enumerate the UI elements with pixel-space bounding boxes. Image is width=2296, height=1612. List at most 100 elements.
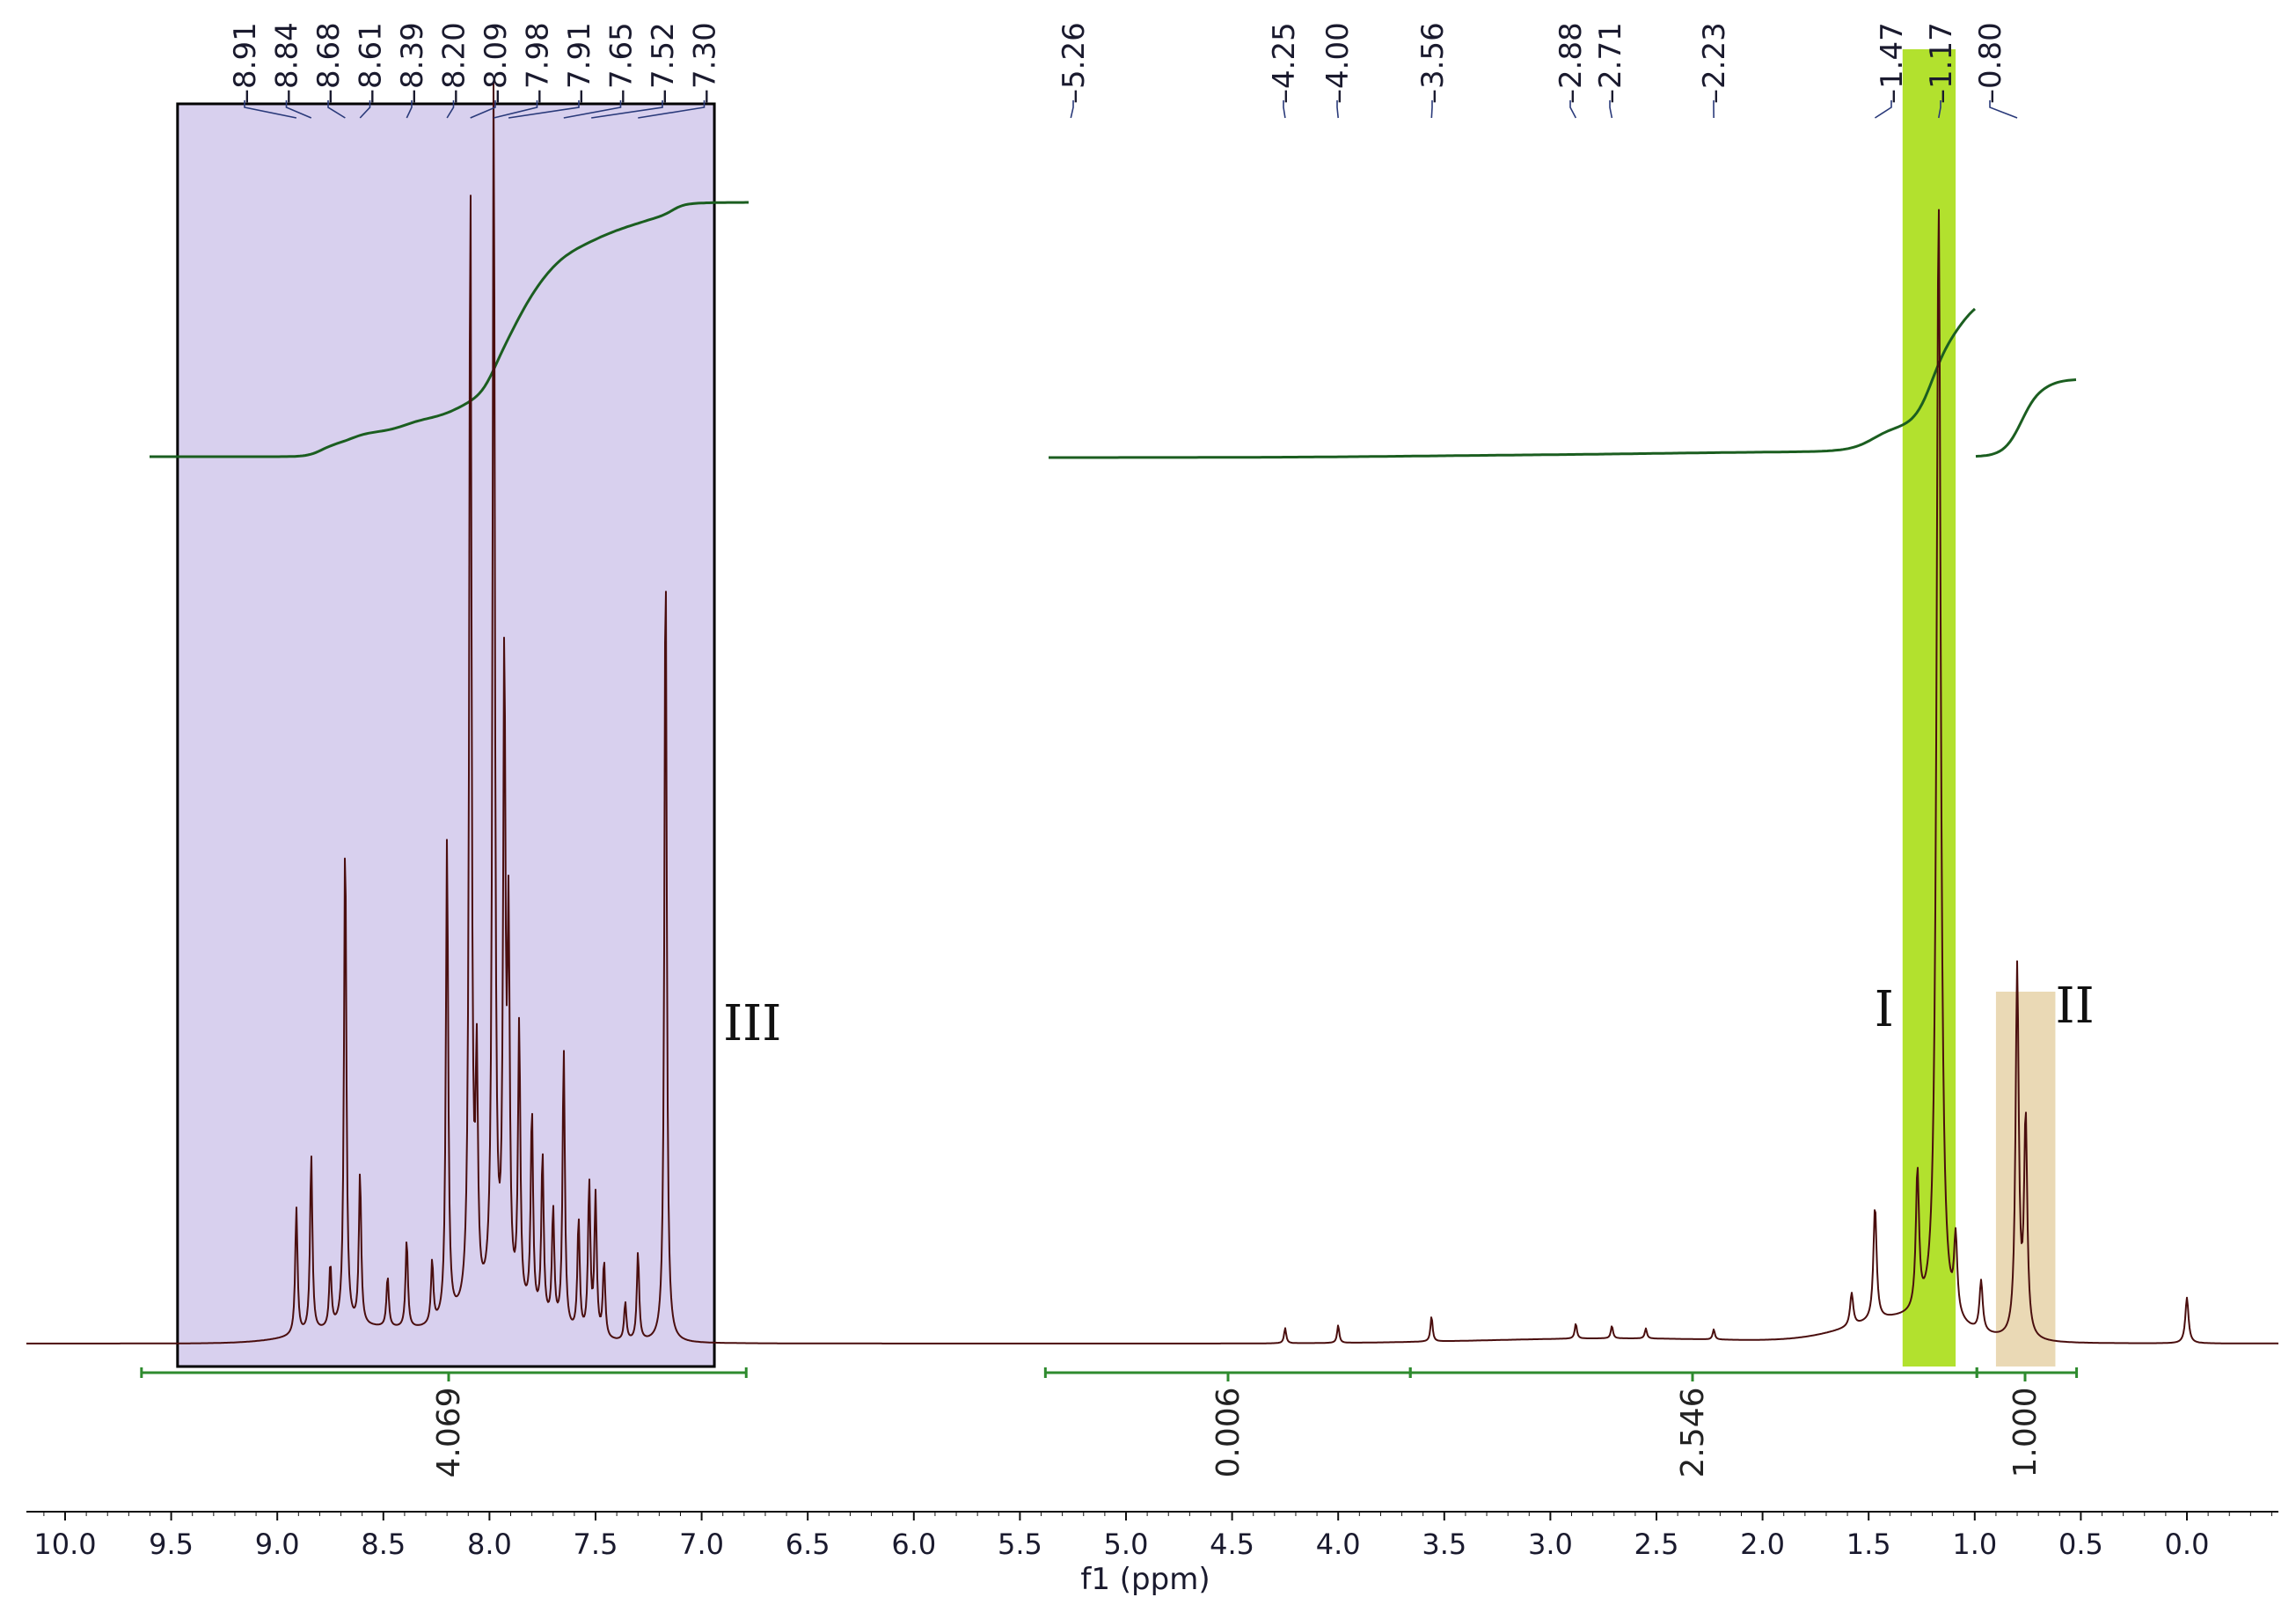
peak-label-connector [1430, 100, 1433, 119]
integral-bar-0: 4.069 [140, 1367, 748, 1478]
highlight-regions: III I II [176, 49, 2095, 1368]
region-iii-label: III [723, 995, 781, 1052]
peak-label-text: –2.23 [1697, 22, 1732, 104]
x-axis-tick-label: 6.5 [786, 1528, 830, 1561]
peak-label-3-56: –3.56 [1415, 22, 1451, 119]
peak-label-text: –7.91 [562, 22, 597, 104]
peak-labels: –8.91 –8.84 –8.68 –8.61 –8.39 –8.20 –8.09 –7.98… [228, 22, 2018, 119]
peak-label-connector [1569, 100, 1577, 119]
peak-label-7-98: –7.98 [494, 22, 556, 119]
peak-label-connector [1283, 100, 1286, 119]
peak-label-connector [446, 100, 455, 119]
peak-label-connector [508, 100, 580, 119]
peak-label-connector [1938, 100, 1941, 119]
peak-label-2-71: –2.71 [1593, 22, 1628, 119]
region-ii-label: II [2055, 978, 2094, 1035]
x-axis-tick-label: 6.0 [891, 1528, 936, 1561]
peak-label-text: –1.17 [1924, 22, 1959, 104]
region-ii-box [1995, 992, 2056, 1367]
x-axis-tick-label: 8.5 [361, 1528, 406, 1561]
x-axis-tick-label: 0.0 [2165, 1528, 2210, 1561]
peak-label-text: –3.56 [1415, 22, 1451, 104]
peak-label-text: –8.09 [479, 22, 514, 104]
peak-label-text: –1.47 [1875, 22, 1910, 104]
x-axis-tick-label: 5.5 [998, 1528, 1042, 1561]
peak-label-text: –2.88 [1554, 22, 1589, 104]
x-axis-tick-label: 1.5 [1846, 1528, 1891, 1561]
peak-label-7-52: –7.52 [591, 22, 681, 119]
peak-label-8-61: –8.61 [354, 22, 389, 119]
peak-label-text: –4.00 [1320, 22, 1356, 104]
peak-label-connector [470, 100, 496, 119]
peak-label-connector [1070, 100, 1074, 119]
x-axis-tick-label: 7.5 [574, 1528, 618, 1561]
integral-curve-aliphatic [1049, 307, 1977, 459]
x-axis-tick-label: 7.0 [679, 1528, 724, 1561]
peak-label-text: –7.98 [521, 22, 556, 104]
peak-label-text: –0.80 [1973, 22, 2008, 104]
peak-label-text: –5.26 [1057, 22, 1092, 104]
peak-label-1-17: –1.17 [1924, 22, 1959, 119]
peak-label-connector [359, 100, 371, 119]
x-axis-tick-label: 10.0 [33, 1528, 96, 1561]
integral-value: 4.069 [431, 1387, 467, 1477]
peak-label-text: –8.91 [228, 22, 263, 104]
peak-label-2-88: –2.88 [1554, 22, 1589, 119]
x-axis-tick-label: 5.0 [1104, 1528, 1149, 1561]
x-axis-title: f1 (ppm) [1080, 1562, 1210, 1597]
peak-label-text: –7.65 [604, 22, 640, 104]
peak-label-7-91: –7.91 [508, 22, 597, 119]
integral-bars: 4.069 0.006 2.546 1.000 [140, 1367, 2079, 1478]
peak-label-8-91: –8.91 [228, 22, 297, 119]
peak-label-text: –8.61 [354, 22, 389, 104]
x-axis-tick-label: 4.0 [1316, 1528, 1361, 1561]
peak-label-connector [1989, 100, 2018, 119]
x-axis-tick-label: 9.0 [255, 1528, 300, 1561]
peak-label-connector [563, 100, 622, 119]
peak-label-connector [285, 100, 312, 119]
peak-label-connector [494, 100, 538, 119]
spectrum-trace-group [26, 81, 2279, 1345]
integral-value: 0.006 [1210, 1387, 1247, 1477]
peak-label-text: –2.71 [1593, 22, 1628, 104]
peak-label-text: –7.30 [688, 22, 723, 104]
x-axis-tick-label: 1.0 [1952, 1528, 1997, 1561]
peak-label-connector [1875, 100, 1892, 119]
peak-label-8-20: –8.20 [437, 22, 472, 119]
peak-label-connector [591, 100, 663, 119]
x-axis-tick-label: 0.5 [2058, 1528, 2103, 1561]
x-axis-tick-label: 8.0 [467, 1528, 512, 1561]
peak-label-connector [1336, 100, 1339, 119]
region-iii-box [176, 102, 716, 1368]
integral-value: 1.000 [2007, 1387, 2044, 1477]
integral-bar-2: 2.546 [1408, 1367, 1978, 1478]
peak-label-1-47: –1.47 [1875, 22, 1910, 119]
peak-label-connector [638, 100, 706, 119]
region-i-box [1902, 49, 1956, 1367]
peak-label-0-80: –0.80 [1973, 22, 2018, 119]
peak-label-connector [327, 100, 346, 119]
x-axis-tick-label: 2.0 [1740, 1528, 1785, 1561]
peak-label-5-26: –5.26 [1057, 22, 1092, 119]
x-axis-tick-label: 3.0 [1528, 1528, 1573, 1561]
peak-label-4-00: –4.00 [1320, 22, 1356, 119]
integral-curve-aromatic [150, 201, 749, 458]
x-axis-tick-label: 2.5 [1634, 1528, 1679, 1561]
x-axis-tick-label: 4.5 [1210, 1528, 1254, 1561]
peak-label-8-68: –8.68 [311, 22, 347, 119]
peak-label-text: –8.39 [395, 22, 430, 104]
peak-label-text: –8.68 [311, 22, 347, 104]
peak-label-8-39: –8.39 [395, 22, 430, 119]
integral-bar-3: 1.000 [1975, 1367, 2079, 1478]
spectrum-trace [26, 81, 2279, 1345]
peak-label-text: –8.20 [437, 22, 472, 104]
integral-curves [150, 201, 2077, 459]
integral-bar-1: 0.006 [1043, 1367, 1412, 1478]
peak-label-connector [1609, 100, 1613, 119]
peak-label-8-84: –8.84 [270, 22, 312, 119]
peak-label-connector [244, 100, 297, 119]
x-axis-tick-label: 9.5 [149, 1528, 194, 1561]
integral-value: 2.546 [1675, 1387, 1711, 1477]
peak-label-text: –7.52 [646, 22, 681, 104]
